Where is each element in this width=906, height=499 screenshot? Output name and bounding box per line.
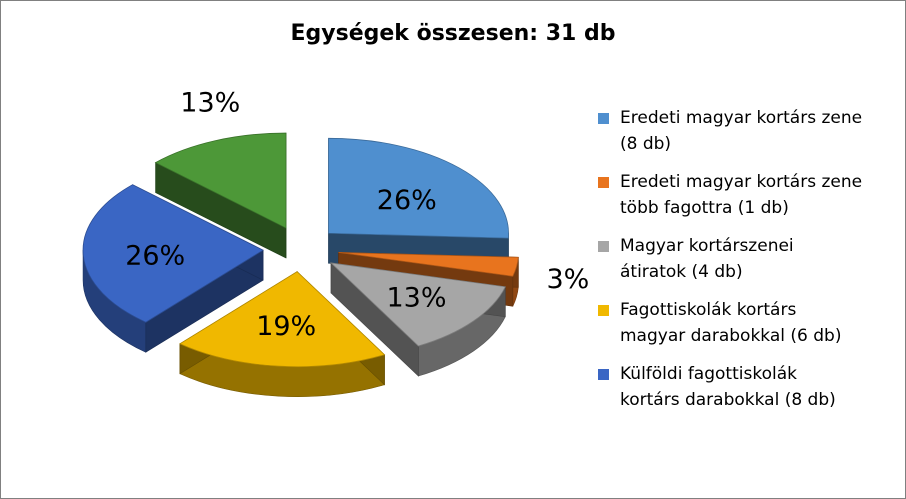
legend-item: Külföldi fagottiskolák kortárs darabokka… [596,361,896,413]
legend-swatch [598,369,609,380]
legend-label-line1: Fagottiskolák kortárs [620,300,797,320]
pie-slice [179,271,386,368]
legend-swatch [598,241,609,252]
legend-label-line1: Eredeti magyar kortárs zene [620,108,863,128]
pie-data-label: 3% [546,264,589,295]
legend-label-line1: Magyar kortárszenei [620,236,794,256]
pie-slice-group [329,262,506,377]
legend-label-line1: Eredeti magyar kortárs zene [620,172,863,192]
legend-label-line2: átiratok (4 db) [620,262,743,282]
pie-slice [338,252,519,277]
legend-label-line2: (8 db) [620,134,672,154]
pie-data-label: 13% [180,88,240,119]
pie-slice [82,184,264,323]
legend-label-line2: magyar darabokkal (6 db) [620,326,842,346]
legend-swatch [598,305,609,316]
chart-title: Egységek összesen: 31 db [290,21,616,46]
legend-label-line2: kortárs darabokkal (8 db) [620,390,836,410]
legend-item: Magyar kortárszenei átiratok (4 db) [596,233,896,285]
pie-data-label: 13% [386,282,446,313]
legend-item: Fagottiskolák kortárs magyar darabokkal … [596,297,896,349]
pie-data-label: 26% [377,185,437,216]
pie-slice [329,262,506,347]
legend-swatch [598,177,609,188]
pie-data-label: 26% [125,240,185,271]
legend-item: Eredeti magyar kortárs zene (8 db) [596,105,896,157]
legend-swatch [598,113,609,124]
pie-slice-group [154,132,287,259]
pie-slice-group [82,184,264,353]
pie-slice [154,132,287,229]
pie-slice-group [179,270,386,397]
pie-slice [328,137,509,239]
pie-data-label: 19% [256,311,316,342]
legend-label-line2: több fagottra (1 db) [620,198,789,218]
legend-label-line1: Külföldi fagottiskolák [620,364,797,384]
legend-item: Eredeti magyar kortárs zene több fagottr… [596,169,896,221]
legend: Eredeti magyar kortárs zene (8 db) Erede… [596,105,896,425]
